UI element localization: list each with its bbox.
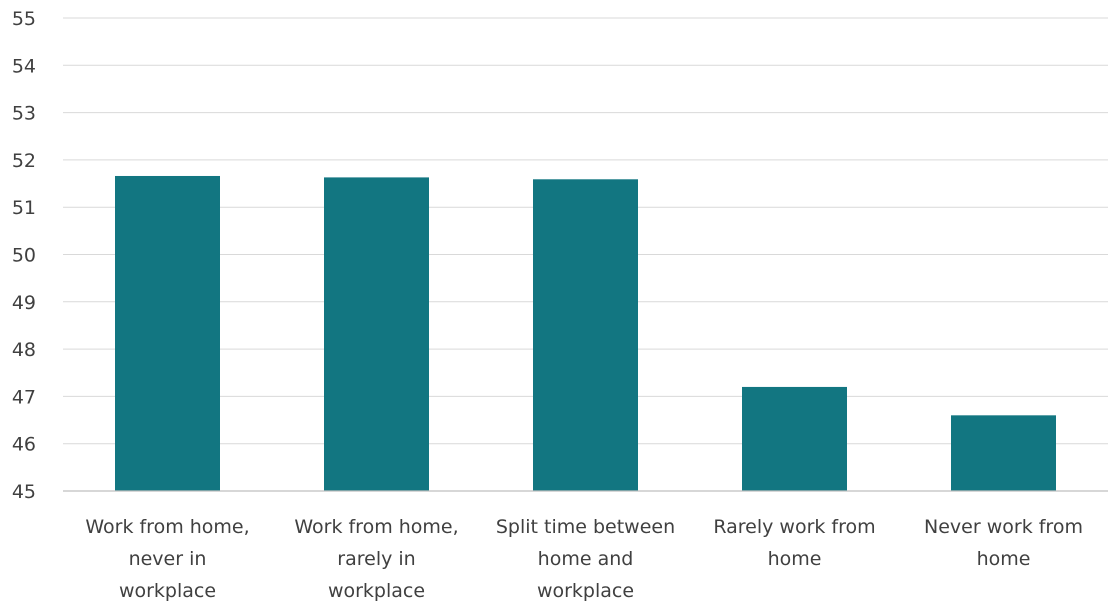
y-tick-label: 55 [12,8,36,30]
bars [115,175,1056,491]
bar-4 [742,386,847,491]
y-tick-label: 52 [12,150,36,172]
bar-5 [951,415,1056,491]
bar-1 [115,175,220,491]
y-tick-label: 48 [12,339,36,361]
y-tick-label: 51 [12,197,36,219]
y-tick-label: 50 [12,245,36,267]
x-category-label: Work from home, never in workplace [85,516,249,602]
y-tick-label: 45 [12,481,36,503]
x-category-label: Never work from home [924,516,1083,570]
bar-2 [324,177,429,491]
x-category-label: Work from home, rarely in workplace [294,516,458,602]
y-tick-label: 53 [12,103,36,125]
y-tick-label: 49 [12,292,36,314]
y-tick-label: 47 [12,386,36,408]
x-axis-category-labels: Work from home, never in workplace Work fro… [85,516,1083,602]
x-category-label: Rarely work from home [713,516,875,570]
x-category-label: Split time between home and workplace [496,516,675,602]
y-tick-label: 46 [12,434,36,456]
y-axis-tick-labels: 45 46 47 48 49 50 51 52 53 54 55 [12,8,36,503]
bar-3 [533,179,638,491]
y-tick-label: 54 [12,55,36,77]
